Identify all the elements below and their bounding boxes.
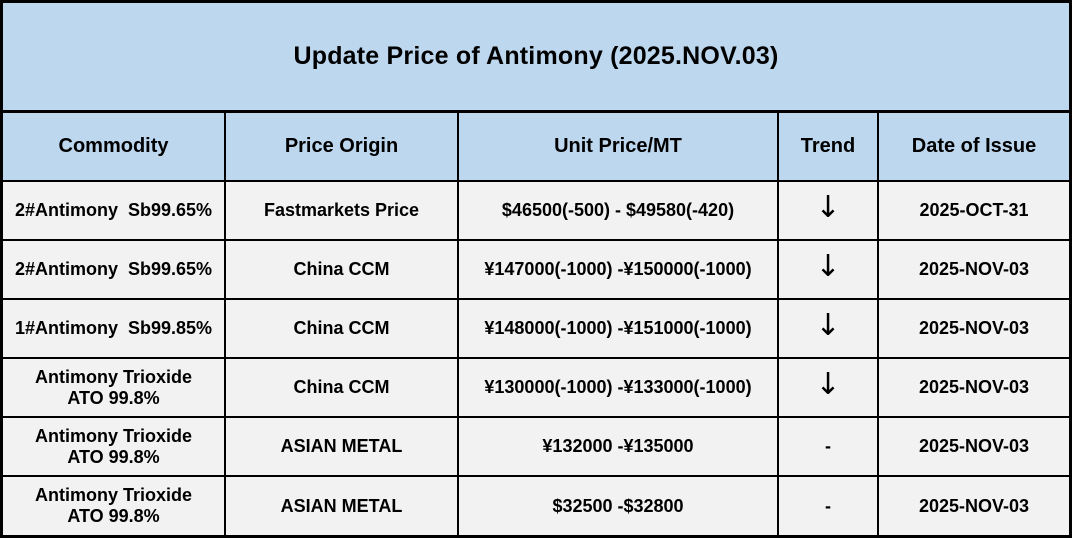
title-bar: Update Price of Antimony (2025.NOV.03)	[3, 3, 1069, 113]
column-header-unit-price: Unit Price/MT	[457, 113, 779, 182]
column-header-price-origin: Price Origin	[224, 113, 459, 182]
price-origin-cell: China CCM	[224, 239, 459, 300]
trend-flat-dash: -	[777, 475, 879, 535]
commodity-cell: Antimony Trioxide ATO 99.8%	[3, 416, 226, 477]
table-row: Antimony Trioxide ATO 99.8% ASIAN METAL …	[3, 416, 1069, 477]
date-of-issue-cell: 2025-NOV-03	[877, 475, 1069, 535]
date-of-issue-cell: 2025-NOV-03	[877, 357, 1069, 418]
antimony-price-table: Commodity Price Origin Unit Price/MT Tre…	[3, 113, 1069, 535]
date-of-issue-cell: 2025-OCT-31	[877, 180, 1069, 241]
table-row: Antimony Trioxide ATO 99.8% ASIAN METAL …	[3, 475, 1069, 535]
date-of-issue-cell: 2025-NOV-03	[877, 239, 1069, 300]
unit-price-cell: ¥147000(-1000) -¥150000(-1000)	[457, 239, 779, 300]
column-header-date-of-issue: Date of Issue	[877, 113, 1069, 182]
unit-price-cell: $32500 -$32800	[457, 475, 779, 535]
price-origin-cell: Fastmarkets Price	[224, 180, 459, 241]
date-of-issue-cell: 2025-NOV-03	[877, 298, 1069, 359]
column-header-commodity: Commodity	[3, 113, 226, 182]
unit-price-cell: ¥132000 -¥135000	[457, 416, 779, 477]
price-origin-cell: ASIAN METAL	[224, 475, 459, 535]
date-of-issue-cell: 2025-NOV-03	[877, 416, 1069, 477]
table-row: Antimony Trioxide ATO 99.8% China CCM ¥1…	[3, 357, 1069, 418]
table-row: 1#Antimony Sb99.85% China CCM ¥148000(-1…	[3, 298, 1069, 359]
page-title: Update Price of Antimony (2025.NOV.03)	[293, 42, 779, 70]
commodity-cell: 2#Antimony Sb99.65%	[3, 180, 226, 241]
commodity-cell: 1#Antimony Sb99.85%	[3, 298, 226, 359]
column-header-trend: Trend	[777, 113, 879, 182]
trend-down-icon: ↓	[777, 357, 879, 418]
unit-price-cell: ¥130000(-1000) -¥133000(-1000)	[457, 357, 779, 418]
table-row: 2#Antimony Sb99.65% China CCM ¥147000(-1…	[3, 239, 1069, 300]
trend-down-icon: ↓	[777, 239, 879, 300]
commodity-cell: 2#Antimony Sb99.65%	[3, 239, 226, 300]
price-origin-cell: China CCM	[224, 298, 459, 359]
commodity-cell: Antimony Trioxide ATO 99.8%	[3, 475, 226, 535]
header-row: Commodity Price Origin Unit Price/MT Tre…	[3, 113, 1069, 182]
trend-down-icon: ↓	[777, 298, 879, 359]
price-origin-cell: ASIAN METAL	[224, 416, 459, 477]
unit-price-cell: $46500(-500) - $49580(-420)	[457, 180, 779, 241]
trend-down-icon: ↓	[777, 180, 879, 241]
commodity-cell: Antimony Trioxide ATO 99.8%	[3, 357, 226, 418]
price-origin-cell: China CCM	[224, 357, 459, 418]
table-row: 2#Antimony Sb99.65% Fastmarkets Price $4…	[3, 180, 1069, 241]
trend-flat-dash: -	[777, 416, 879, 477]
unit-price-cell: ¥148000(-1000) -¥151000(-1000)	[457, 298, 779, 359]
